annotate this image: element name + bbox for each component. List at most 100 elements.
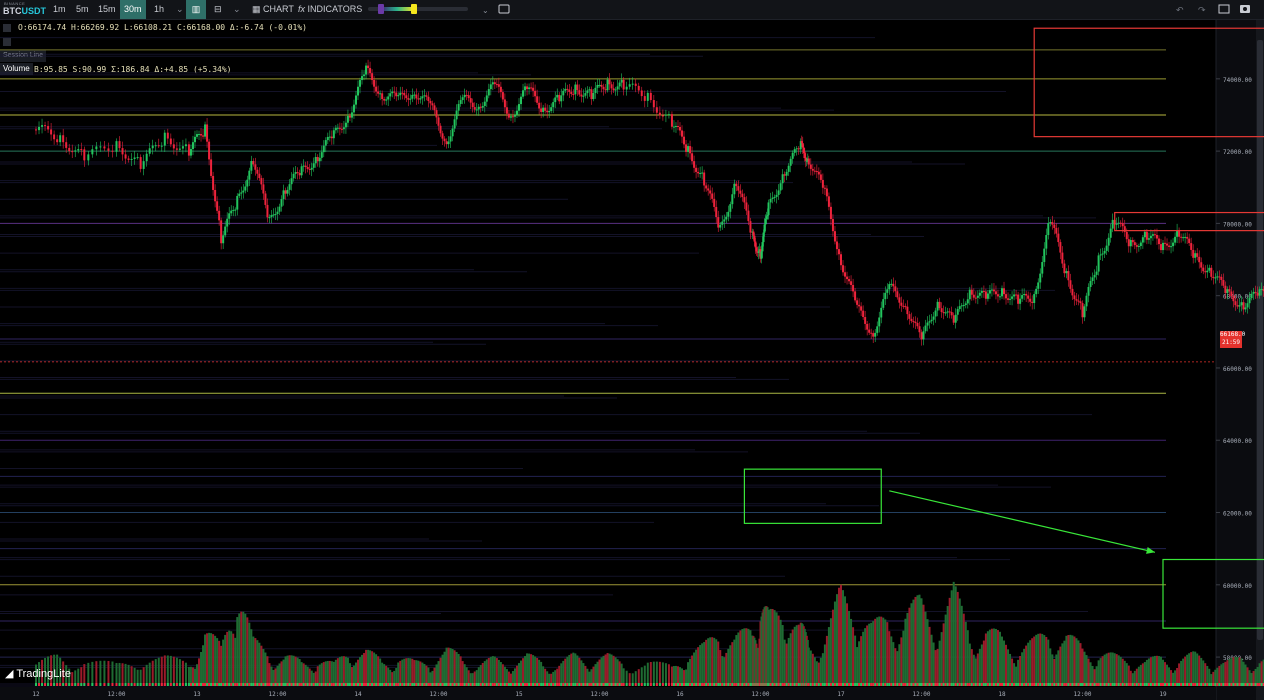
candle-body	[912, 321, 915, 323]
candle-body	[344, 122, 347, 128]
timeframe-30m[interactable]: 30m	[120, 0, 146, 19]
volume-delta	[566, 683, 569, 686]
volume-delta	[187, 683, 190, 686]
volume-delta	[797, 683, 800, 686]
volume-bar	[625, 670, 628, 686]
layout-dropdown-icon[interactable]: ⌄	[233, 4, 241, 14]
candle-body	[326, 136, 329, 141]
timeframe-5m[interactable]: 5m	[76, 4, 89, 14]
volume-delta	[433, 683, 436, 686]
volume-bar	[1091, 665, 1094, 686]
ohlc-readout: O:66174.74 H:66269.92 L:66108.21 C:66168…	[18, 23, 307, 32]
volume-delta	[284, 683, 287, 686]
candle-body	[766, 214, 769, 217]
volume-delta	[1039, 683, 1042, 686]
volume-delta	[771, 683, 774, 686]
candle-body	[518, 104, 520, 111]
volume-delta	[80, 683, 83, 686]
timeframe-1m[interactable]: 1m	[53, 4, 66, 14]
volume-bar	[572, 652, 575, 686]
candle-body	[133, 157, 136, 160]
candle-body	[1238, 305, 1241, 307]
volume-delta	[1077, 683, 1080, 686]
candle-body	[244, 186, 247, 191]
timeframe-15m[interactable]: 15m	[98, 4, 116, 14]
volume-bar	[417, 660, 420, 686]
candle-body	[856, 300, 859, 305]
volume-delta	[751, 683, 754, 686]
volume-delta	[1149, 683, 1152, 686]
volume-delta	[805, 683, 808, 686]
volume-bar	[888, 631, 891, 686]
candle-body	[83, 149, 86, 161]
volume-bar	[988, 629, 991, 686]
candle-body	[1222, 280, 1225, 286]
volume-bar	[741, 629, 744, 686]
volume-delta	[1170, 683, 1173, 686]
legend-collapse-icon[interactable]	[3, 38, 11, 46]
layout-icon[interactable]: ⊟	[214, 4, 222, 14]
candle-body	[882, 299, 885, 308]
volume-bar	[805, 635, 808, 686]
candle-body	[1067, 271, 1070, 281]
volume-delta	[332, 683, 335, 686]
candle-body	[1041, 262, 1044, 274]
symbol-selector[interactable]: BTCUSDT	[3, 6, 46, 16]
volume-delta	[419, 683, 422, 686]
volume-bar	[610, 654, 613, 686]
heatmap-intensity-slider[interactable]: ⌄ ↶ ↷	[0, 0, 1264, 19]
volume-bar	[387, 667, 390, 686]
volume-delta	[270, 683, 273, 686]
volume-bar	[467, 670, 470, 686]
volume-delta	[411, 683, 414, 686]
candle-body	[71, 151, 74, 153]
volume-delta	[542, 683, 545, 686]
candle-body	[377, 91, 380, 94]
candle-body	[664, 114, 667, 116]
volume-bar	[115, 663, 118, 686]
candle-body	[1250, 293, 1253, 299]
candle-body	[1035, 288, 1038, 295]
candle-body	[1200, 262, 1203, 268]
volume-delta	[974, 683, 977, 686]
volume-delta	[1155, 683, 1158, 686]
candle-type-icon[interactable]: ▥	[186, 0, 206, 19]
chart-button[interactable]: ▦ CHART	[248, 0, 298, 19]
volume-delta	[157, 683, 160, 686]
volume-delta	[858, 683, 861, 686]
volume-bar	[1115, 654, 1118, 686]
volume-delta	[711, 683, 714, 686]
volume-indicator-label[interactable]: Volume	[0, 63, 33, 75]
volume-bar	[1258, 663, 1261, 686]
candle-body	[884, 292, 887, 300]
volume-delta	[787, 683, 790, 686]
volume-bar	[1005, 644, 1008, 686]
timeframe-1h[interactable]: 1h	[154, 4, 165, 14]
volume-delta	[1063, 683, 1066, 686]
volume-bar	[1113, 653, 1116, 686]
volume-delta	[499, 683, 502, 686]
volume-bar	[759, 621, 762, 686]
candle-body	[719, 224, 722, 228]
candle-body	[346, 115, 349, 123]
volume-delta	[163, 683, 166, 686]
volume-delta	[268, 683, 271, 686]
candle-body	[254, 164, 257, 170]
volume-delta	[655, 683, 658, 686]
volume-delta	[922, 683, 925, 686]
legend-toggle-icon[interactable]	[3, 24, 11, 32]
volume-delta	[457, 683, 460, 686]
candle-body	[962, 305, 965, 307]
timeframe-dropdown-icon[interactable]: ⌄	[176, 4, 184, 14]
volume-delta	[1139, 683, 1142, 686]
candle-body	[800, 141, 803, 144]
volume-bar	[755, 643, 758, 686]
volume-bar	[906, 612, 909, 686]
volume-bar	[646, 662, 649, 686]
volume-bar	[1200, 657, 1203, 686]
volume-bar	[1109, 652, 1112, 686]
candle-body	[1005, 294, 1008, 299]
volume-bar	[1159, 656, 1162, 686]
indicators-button[interactable]: fx INDICATORS	[294, 0, 366, 19]
